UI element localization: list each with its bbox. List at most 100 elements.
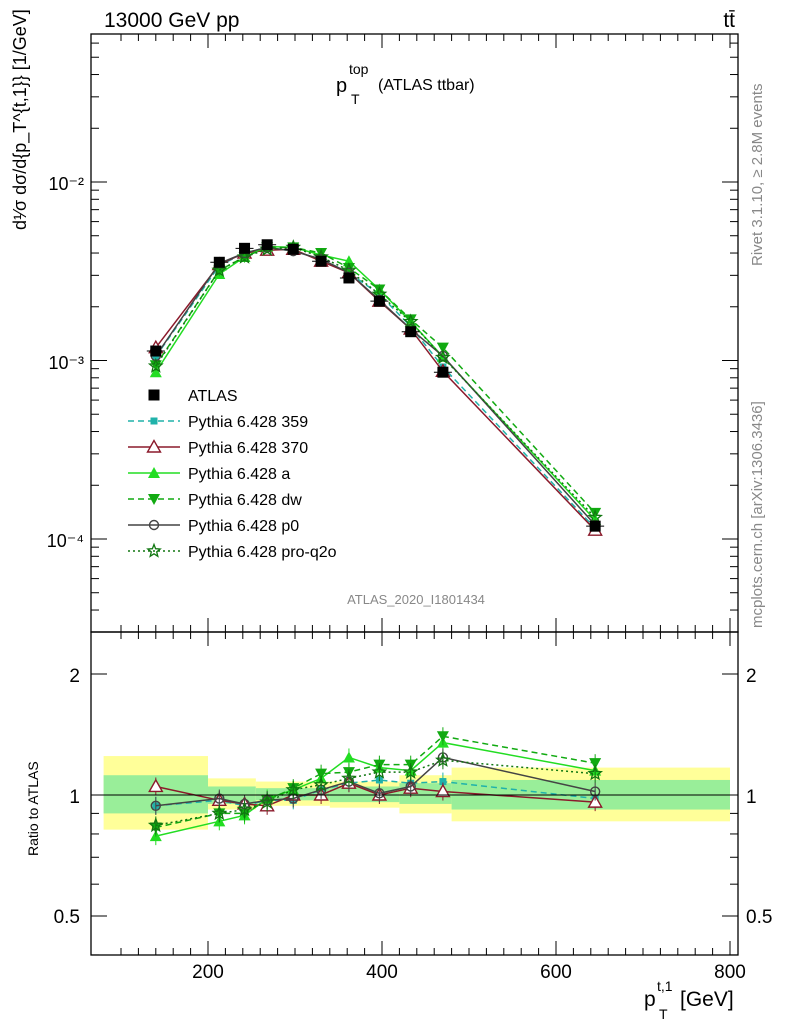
- ratio-point-pythia-6-428-p0-0: [150, 800, 162, 812]
- ratio-ytick-label-right-2: 2: [746, 666, 757, 687]
- ratio-point-pythia-6-428-pro-q2o-7: [371, 763, 388, 779]
- legend-label-pythia-6-428-dw: Pythia 6.428 dw: [188, 492, 302, 509]
- main-point-pythia-6-428-dw-5: [315, 248, 328, 260]
- xtick-label-200: 200: [192, 962, 224, 983]
- legend-marker-pythia-6-428-a: [148, 467, 160, 478]
- ratio-point-pythia-6-428-a-6: [342, 751, 355, 763]
- main-point-atlas-10: [589, 520, 601, 532]
- main-ytick-label-1e-4: 10⁻⁴: [47, 531, 84, 551]
- main-point-pythia-6-428-pro-q2o-9: [434, 349, 451, 365]
- main-point-atlas-3: [261, 239, 273, 251]
- mcplots-source-label: mcplots.cern.ch [arXiv:1306.3436]: [749, 401, 766, 628]
- legend-item-pythia-6-428-dw: Pythia 6.428 dw: [128, 492, 302, 509]
- ratio-point-pythia-6-428-dw-10: [589, 758, 602, 770]
- main-point-pythia-6-428-pro-q2o-2: [236, 248, 253, 264]
- legend: ATLAS Pythia 6.428 359 Pythia 6.428 370 Pyt…: [128, 388, 337, 561]
- main-point-atlas-4: [287, 243, 299, 255]
- xtick-label-800: 800: [714, 962, 746, 983]
- ratio-ytick-label-0.5: 0.5: [54, 907, 80, 928]
- main-point-atlas-5: [315, 255, 327, 267]
- main-point-pythia-6-428-dw-9: [436, 342, 449, 354]
- legend-marker-pythia-6-428-dw: [148, 494, 160, 505]
- ratio-point-pythia-6-428-370-10: [587, 794, 603, 808]
- legend-label-pythia-6-428-pro-q2o: Pythia 6.428 pro-q2o: [188, 544, 337, 561]
- main-point-atlas-6: [343, 272, 355, 284]
- main-point-pythia-6-428-pro-q2o-8: [402, 313, 419, 329]
- legend-label-pythia-6-428-359: Pythia 6.428 359: [188, 414, 308, 431]
- main-y-axis-label: d¹⁄σ dσ/d{p_T^{t,1}} [1/GeV]: [10, 9, 31, 230]
- xtick-label-400: 400: [366, 962, 398, 983]
- main-series-atlas: [146, 239, 605, 532]
- main-point-atlas-1: [213, 256, 225, 268]
- plot-title: p top T (ATLAS ttbar): [336, 61, 475, 107]
- ratio-point-pythia-6-428-370-9: [435, 783, 451, 798]
- ratio-series-pythia-6-428-pro-q2o: [147, 751, 604, 835]
- x-axis-label-unit: [GeV]: [680, 988, 734, 1011]
- main-line-pythia-6-428-p0: [155, 246, 596, 526]
- ratio-point-pythia-6-428-p0-1: [214, 793, 225, 804]
- legend-label-atlas: ATLAS: [188, 388, 238, 405]
- main-panel-series: [146, 239, 605, 536]
- energy-label: 13000 GeV pp: [104, 9, 239, 32]
- ratio-point-pythia-6-428-pro-q2o-8: [402, 763, 419, 779]
- x-axis-label: p t,1 T [GeV]: [644, 978, 734, 1022]
- ratio-ytick-label-right-0.5: 0.5: [746, 907, 772, 928]
- ratio-point-pythia-6-428-pro-q2o-6: [341, 770, 357, 786]
- legend-marker-atlas: [148, 389, 160, 401]
- ratio-point-pythia-6-428-pro-q2o-2: [236, 801, 253, 817]
- main-line-pythia-6-428-pro-q2o: [155, 246, 596, 519]
- ratio-point-pythia-6-428-p0-8: [405, 781, 416, 792]
- legend-item-atlas: ATLAS: [148, 388, 238, 405]
- legend-label-pythia-6-428-p0: Pythia 6.428 p0: [188, 518, 299, 535]
- ratio-point-pythia-6-428-dw-5: [315, 768, 328, 780]
- x-axis-label-sup: t,1: [657, 978, 673, 994]
- ratio-ytick-label-right-1: 1: [746, 787, 757, 808]
- main-point-atlas-9: [437, 366, 449, 378]
- legend-label-pythia-6-428-a: Pythia 6.428 a: [188, 466, 290, 483]
- ratio-point-pythia-6-428-pro-q2o-10: [587, 765, 604, 781]
- ratio-point-pythia-6-428-dw-9: [436, 731, 449, 743]
- rivet-version-label: Rivet 3.1.10, ≥ 2.8M events: [749, 84, 766, 267]
- ratio-line-pythia-6-428-dw: [155, 735, 596, 829]
- legend-item-pythia-6-428-p0: Pythia 6.428 p0: [128, 518, 299, 535]
- main-point-atlas-0: [150, 345, 162, 357]
- x-axis-label-sub: T: [659, 1006, 668, 1022]
- ratio-point-pythia-6-428-pro-q2o-3: [259, 793, 276, 809]
- ratio-panel-frame: [90, 631, 739, 956]
- main-point-pythia-6-428-pro-q2o-10: [587, 509, 604, 525]
- ratio-point-pythia-6-428-pro-q2o-5: [313, 776, 330, 792]
- ratio-point-pythia-6-428-pro-q2o-4: [285, 781, 302, 797]
- plot-title-sub: T: [351, 91, 360, 107]
- ratio-point-pythia-6-428-359-9: [439, 778, 447, 786]
- ratio-point-pythia-6-428-pro-q2o-0: [147, 817, 164, 833]
- main-point-pythia-6-428-dw-8: [404, 314, 417, 326]
- process-label: tt̄: [723, 9, 735, 32]
- main-point-atlas-8: [405, 326, 417, 338]
- main-point-pythia-6-428-359-0: [152, 353, 160, 361]
- ratio-ytick-label-2: 2: [69, 666, 80, 687]
- legend-marker-pythia-6-428-359: [150, 417, 158, 425]
- main-ytick-label-1e-2: 10⁻²: [48, 174, 84, 194]
- x-axis-label-main: p: [644, 988, 656, 1011]
- main-ytick-label-1e-3: 10⁻³: [48, 353, 84, 373]
- ratio-point-pythia-6-428-pro-q2o-1: [211, 805, 228, 821]
- legend-marker-pythia-6-428-pro-q2o: [146, 542, 162, 558]
- ratio-point-pythia-6-428-pro-q2o-9: [435, 751, 451, 767]
- main-point-pythia-6-428-pro-q2o-0: [147, 357, 164, 373]
- legend-marker-pythia-6-428-p0: [148, 519, 160, 531]
- ratio-point-pythia-6-428-p0-10: [589, 786, 601, 797]
- ratio-line-pythia-6-428-359: [155, 779, 596, 807]
- main-point-pythia-6-428-pro-q2o-1: [211, 261, 228, 278]
- plot-title-main: p: [336, 75, 347, 97]
- main-point-pythia-6-428-a-0: [149, 366, 162, 378]
- main-point-pythia-6-428-dw-10: [589, 507, 602, 519]
- ratio-ytick-label-1: 1: [69, 787, 80, 808]
- legend-marker-pythia-6-428-370: [146, 439, 162, 453]
- legend-item-pythia-6-428-359: Pythia 6.428 359: [128, 414, 308, 431]
- plot-title-sup: top: [349, 61, 369, 77]
- legend-item-pythia-6-428-a: Pythia 6.428 a: [128, 466, 290, 483]
- ratio-point-pythia-6-428-370-0: [148, 778, 164, 793]
- legend-item-pythia-6-428-pro-q2o: Pythia 6.428 pro-q2o: [128, 542, 337, 561]
- ratio-point-pythia-6-428-p0-7: [374, 788, 385, 799]
